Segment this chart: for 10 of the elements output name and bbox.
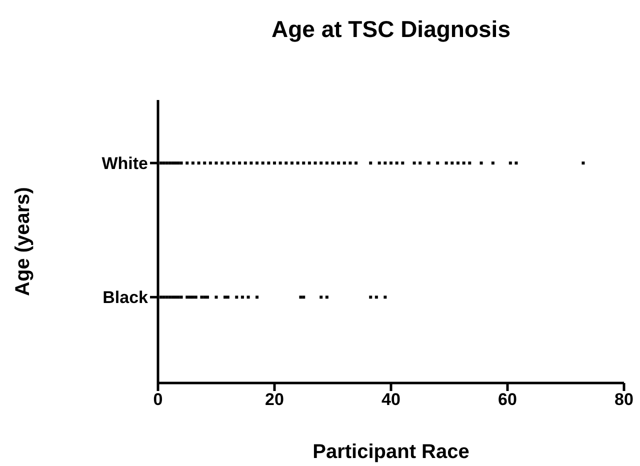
x-tick-label: 0 xyxy=(153,390,163,410)
x-axis-title: Participant Race xyxy=(312,441,470,463)
x-tick-label: 20 xyxy=(265,390,284,410)
x-tick-label: 60 xyxy=(498,390,517,410)
y-axis-title: Age (years) xyxy=(12,187,34,296)
y-tick-label: Black xyxy=(102,288,149,308)
chart-title: Age at TSC Diagnosis xyxy=(270,16,512,43)
x-tick-label: 80 xyxy=(614,390,634,410)
x-tick-label: 40 xyxy=(382,390,400,410)
y-tick-label: White xyxy=(102,154,148,174)
